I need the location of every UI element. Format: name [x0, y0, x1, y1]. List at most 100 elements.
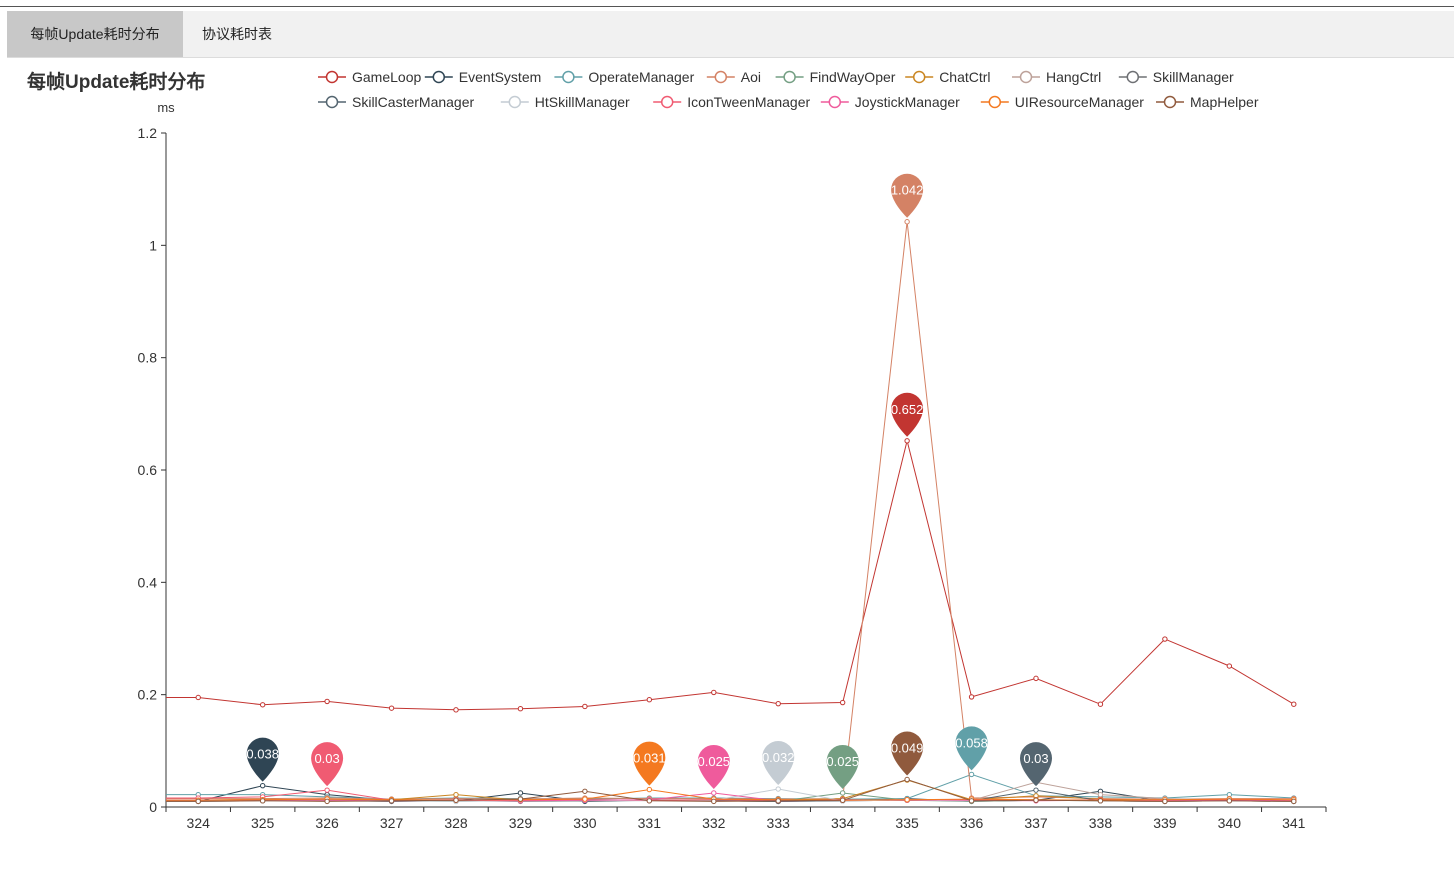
legend-item[interactable]: HangCtrl	[1012, 69, 1101, 85]
data-point	[775, 786, 781, 792]
x-tick-label: 324	[187, 815, 211, 831]
x-tick-label: 334	[831, 815, 855, 831]
x-tick-label: 340	[1218, 815, 1242, 831]
pin-shape	[311, 742, 344, 787]
y-tick-label: 0.4	[138, 574, 158, 590]
legend-label: HtSkillManager	[535, 94, 630, 110]
legend-item[interactable]: EventSystem	[424, 69, 541, 85]
legend-item[interactable]: UIResourceManager	[980, 94, 1145, 110]
x-tick-label: 326	[315, 815, 339, 831]
legend-marker	[432, 70, 446, 84]
x-tick-label: 330	[573, 815, 597, 831]
x-tick-label: 338	[1089, 815, 1113, 831]
legend-item[interactable]: Aoi	[706, 69, 761, 85]
legend-label: GameLoop	[352, 69, 421, 85]
data-point	[646, 697, 653, 703]
max-value-pin: 0.032	[762, 741, 794, 786]
data-point	[1033, 797, 1039, 803]
legend-item[interactable]: FindWayOper	[775, 69, 896, 85]
legend-label: MapHelper	[1190, 94, 1259, 110]
legend-label: IconTweenManager	[687, 94, 810, 110]
data-point	[1162, 798, 1168, 805]
legend-marker	[912, 70, 926, 84]
pin-label: 0.03	[1023, 751, 1048, 766]
pin-label: 0.025	[826, 754, 859, 769]
legend-item[interactable]: SkillCasterManager	[318, 94, 474, 110]
legend-item[interactable]: SkillManager	[1118, 69, 1234, 85]
data-point	[582, 788, 588, 794]
data-point	[517, 790, 524, 796]
legend-label: JoystickManager	[855, 94, 960, 110]
data-point	[517, 796, 524, 802]
data-point	[195, 798, 201, 805]
data-point	[453, 707, 459, 713]
y-tick-label: 0.2	[138, 687, 158, 703]
tab-update-distribution[interactable]: 每帧Update耗时分布	[7, 11, 183, 57]
tab-protocol-timing[interactable]: 协议耗时表	[202, 26, 272, 42]
max-value-pin: 0.652	[891, 392, 923, 437]
pin-label: 0.058	[955, 735, 988, 750]
pin-shape	[246, 737, 279, 782]
data-point	[259, 702, 266, 708]
legend-marker	[1126, 70, 1140, 84]
max-value-pin: 1.042	[891, 173, 923, 218]
series-map-helper	[165, 776, 1297, 805]
legend-marker	[660, 95, 674, 109]
data-point	[259, 798, 266, 804]
x-tick-label: 336	[960, 815, 984, 831]
max-value-pin: 0.03	[311, 742, 344, 787]
legend-label: Aoi	[741, 69, 761, 85]
max-markers: 0.652 0.038 0.058 1.042 0.025 0.03 0.032 0.03 0.…	[246, 173, 1052, 789]
y-tick-label: 1	[149, 237, 157, 253]
data-point	[775, 700, 781, 707]
data-point	[195, 694, 201, 701]
pin-label: 0.049	[891, 740, 924, 755]
y-tick-label: 0	[149, 799, 157, 815]
data-point	[1291, 701, 1297, 707]
legend-item[interactable]: ChatCtrl	[905, 69, 991, 85]
legend-marker	[562, 70, 575, 84]
data-point	[388, 705, 395, 711]
series-layer	[165, 219, 1297, 805]
max-value-pin: 0.049	[891, 731, 924, 776]
max-value-pin: 0.058	[955, 726, 988, 771]
max-value-pin: 0.038	[246, 737, 279, 782]
x-tick-label: 335	[895, 815, 919, 831]
legend-label: EventSystem	[459, 69, 541, 85]
max-value-pin: 0.025	[698, 744, 731, 789]
x-tick-label: 332	[702, 815, 726, 831]
max-value-pin: 0.03	[1020, 742, 1052, 787]
data-point	[1033, 787, 1039, 793]
data-point	[324, 798, 330, 805]
data-point	[839, 797, 846, 803]
max-value-pin: 0.031	[633, 741, 666, 786]
data-point	[775, 798, 781, 804]
data-point	[1226, 663, 1233, 669]
data-point	[904, 219, 910, 225]
legend-item[interactable]: GameLoop	[318, 69, 421, 85]
x-tick-label: 331	[638, 815, 662, 831]
data-point	[259, 782, 266, 789]
data-point	[904, 796, 910, 803]
legend-item[interactable]: IconTweenManager	[653, 94, 811, 110]
legend-item[interactable]: JoystickManager	[820, 94, 960, 110]
legend-marker	[325, 70, 339, 84]
data-point	[324, 698, 330, 705]
data-point	[711, 689, 717, 696]
legend-item[interactable]: HtSkillManager	[500, 94, 630, 110]
legend-item[interactable]: OperateManager	[554, 69, 695, 85]
legend-label: ChatCtrl	[939, 69, 990, 85]
x-tick-label: 337	[1024, 815, 1048, 831]
legend-item[interactable]: MapHelper	[1156, 94, 1259, 110]
data-point	[453, 791, 459, 798]
data-point	[968, 798, 975, 804]
chart-title: 每帧Update耗时分布	[27, 72, 206, 93]
pin-label: 0.031	[633, 751, 666, 766]
y-tick-label: 0.8	[138, 350, 158, 366]
data-point	[839, 790, 846, 796]
legend-marker	[828, 95, 842, 109]
x-tick-label: 339	[1153, 815, 1177, 831]
pin-label: 0.025	[698, 754, 731, 769]
legend-marker	[714, 70, 728, 84]
